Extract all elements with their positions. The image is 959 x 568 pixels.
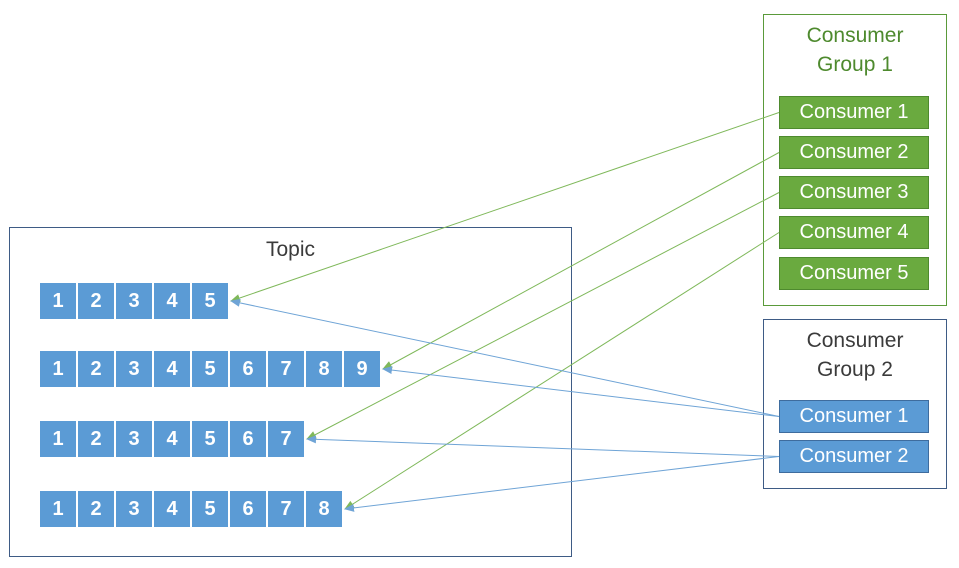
group-2-consumer-1: Consumer 1: [779, 400, 929, 433]
partition-cell: 6: [230, 421, 266, 457]
partition-cell: 2: [78, 421, 114, 457]
topic-title: Topic: [265, 238, 316, 261]
partition-cell: 3: [116, 491, 152, 527]
partition-cell: 1: [40, 491, 76, 527]
consumer-group-2-title-line1: Consumer: [806, 329, 904, 352]
partition-cell: 2: [78, 491, 114, 527]
partition-cell: 8: [306, 491, 342, 527]
consumer-group-2-title: Consumer Group 2: [764, 326, 946, 384]
group-2-consumer-2: Consumer 2: [779, 440, 929, 473]
partition-cell: 8: [306, 351, 342, 387]
consumer-group-1-title-line1: Consumer: [806, 24, 904, 47]
group-1-consumer-3: Consumer 3: [779, 176, 929, 209]
partition-cell: 2: [78, 283, 114, 319]
consumer-group-1-title: Consumer Group 1: [764, 21, 946, 79]
partition-cell: 7: [268, 351, 304, 387]
partition-cell: 3: [116, 283, 152, 319]
partition-cell: 7: [268, 491, 304, 527]
partition-cell: 3: [116, 421, 152, 457]
consumer-group-1-title-line2: Group 1: [817, 53, 893, 76]
partition-cell: 5: [192, 421, 228, 457]
partition-cell: 4: [154, 421, 190, 457]
partition-cell: 9: [344, 351, 380, 387]
consumer-group-2-title-line2: Group 2: [817, 358, 893, 381]
group-1-consumer-1: Consumer 1: [779, 96, 929, 129]
partition-cell: 5: [192, 283, 228, 319]
partition-cell: 6: [230, 491, 266, 527]
partition-cell: 3: [116, 351, 152, 387]
partition-cell: 1: [40, 283, 76, 319]
partition-cell: 4: [154, 283, 190, 319]
group-1-consumer-4: Consumer 4: [779, 216, 929, 249]
partition-cell: 4: [154, 351, 190, 387]
partition-cell: 2: [78, 351, 114, 387]
group-1-consumer-2: Consumer 2: [779, 136, 929, 169]
partition-cell: 6: [230, 351, 266, 387]
partition-cell: 5: [192, 491, 228, 527]
partition-cell: 4: [154, 491, 190, 527]
group-1-consumer-5: Consumer 5: [779, 257, 929, 290]
partition-cell: 5: [192, 351, 228, 387]
partition-cell: 7: [268, 421, 304, 457]
partition-cell: 1: [40, 421, 76, 457]
partition-cell: 1: [40, 351, 76, 387]
